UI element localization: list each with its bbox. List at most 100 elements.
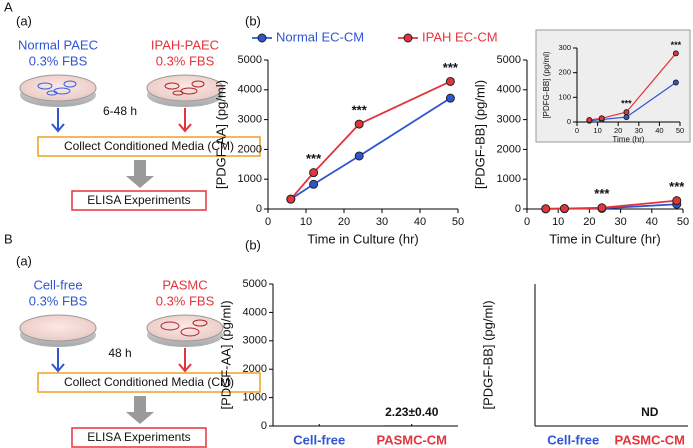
data-point [672, 50, 679, 57]
significance-label: *** [352, 103, 368, 118]
subpanel-label: (a) [16, 13, 32, 28]
data-point [445, 76, 455, 86]
y-tick-label: 0 [515, 203, 521, 215]
y-tick-label: 1000 [238, 173, 262, 185]
medium-label: 0.3% FBS [156, 293, 215, 308]
y-tick-label: 200 [558, 68, 571, 77]
data-point [559, 204, 569, 214]
data-point [598, 115, 605, 122]
diagram: (a) Normal PAEC 0.3% FBS IPAH-PAEC 0.3% … [16, 13, 261, 211]
x-tick-label: 0 [524, 216, 530, 228]
dish [19, 314, 97, 347]
legend-marker [257, 33, 267, 43]
condition-label: Cell-free [33, 277, 82, 292]
x-tick-label: 50 [676, 126, 684, 135]
y-tick-label: 1000 [497, 173, 521, 185]
series-line [545, 199, 677, 210]
x-tick-label: 40 [414, 216, 426, 228]
x-tick-label: PASMC-CM [376, 432, 447, 447]
subpanel-label: (b) [245, 237, 261, 252]
dish [19, 74, 97, 107]
x-axis-label: Time in Culture (hr) [307, 231, 418, 246]
data-point [672, 79, 679, 86]
time-label: 6-48 h [103, 104, 137, 118]
medium-label: 0.3% FBS [29, 293, 88, 308]
y-tick-label: 3000 [238, 114, 262, 126]
series-line [589, 53, 677, 121]
y-axis-label: [PDGF-AA] (pg/ml) [218, 300, 233, 409]
data-point [597, 203, 607, 213]
y-axis-label: [PDFG-BB] (pg/ml) [542, 51, 551, 118]
medium-label: 0.3% FBS [156, 53, 215, 68]
x-tick-label: Cell-free [547, 432, 599, 447]
data-point [309, 179, 319, 189]
x-tick-label: Cell-free [293, 432, 345, 447]
data-point [586, 117, 593, 124]
inset-frame [535, 29, 691, 143]
y-tick-label: 5000 [243, 278, 267, 290]
significance-label: *** [671, 40, 682, 50]
x-tick-label: 50 [677, 216, 689, 228]
y-axis-label: [PDGF-BB] (pg/ml) [480, 300, 495, 409]
dish [146, 314, 224, 347]
data-point [672, 196, 682, 206]
y-tick-label: 2000 [243, 363, 267, 375]
data-point [354, 151, 364, 161]
y-tick-label: 5000 [497, 54, 521, 66]
y-tick-label: 2000 [497, 143, 521, 155]
x-tick-label: 10 [593, 126, 601, 135]
x-tick-label: 30 [614, 216, 626, 228]
y-tick-label: 4000 [238, 84, 262, 96]
significance-label: *** [669, 179, 685, 194]
step-box: ELISA Experiments [87, 430, 190, 444]
x-tick-label: 40 [646, 216, 658, 228]
legend-label: Normal EC-CM [276, 29, 364, 44]
subpanel-label: (a) [16, 253, 32, 268]
x-tick-label: 20 [583, 216, 595, 228]
y-tick-label: 5000 [238, 54, 262, 66]
x-tick-label: 0 [265, 216, 271, 228]
time-label: 48 h [108, 346, 131, 360]
step-box: ELISA Experiments [87, 193, 190, 207]
y-axis-label: [PDGF-BB] (pg/ml) [472, 80, 487, 189]
x-tick-label: 20 [614, 126, 622, 135]
data-point [541, 204, 551, 214]
dish [146, 74, 224, 107]
panel-label: B [4, 231, 13, 246]
x-tick-label: PASMC-CM [614, 432, 685, 447]
y-tick-label: 300 [558, 43, 571, 52]
x-tick-label: 20 [338, 216, 350, 228]
condition-label: PASMC [162, 277, 207, 292]
y-tick-label: 2000 [238, 143, 262, 155]
step-box: Collect Conditioned Media (CM) [64, 139, 234, 153]
y-tick-label: 3000 [243, 335, 267, 347]
subpanel-label: (b) [245, 13, 261, 28]
y-tick-label: 1000 [243, 392, 267, 404]
data-point [286, 194, 296, 204]
data-point [309, 168, 319, 178]
series-line [290, 97, 451, 200]
series-line [290, 80, 451, 200]
y-tick-label: 0 [261, 420, 267, 432]
value-label: 2.23±0.40 [385, 405, 439, 419]
y-tick-label: 0 [256, 203, 262, 215]
legend-label: IPAH EC-CM [422, 29, 498, 44]
diagram: (a) Cell-free 0.3% FBS PASMC 0.3% FBS 48… [16, 253, 261, 448]
series-line [589, 82, 677, 122]
x-axis-label: Time in Culture (hr) [549, 231, 660, 246]
y-tick-label: 100 [558, 92, 571, 101]
x-tick-label: 10 [300, 216, 312, 228]
step-box: Collect Conditioned Media (CM) [64, 375, 234, 389]
significance-label: *** [594, 186, 610, 201]
y-tick-label: 4000 [243, 306, 267, 318]
legend-marker [403, 33, 413, 43]
condition-label: Normal PAEC [18, 37, 98, 52]
x-axis-label: Time (hr) [612, 135, 644, 144]
y-tick-label: 4000 [497, 84, 521, 96]
x-tick-label: 30 [376, 216, 388, 228]
data-point [445, 93, 455, 103]
x-tick-label: 40 [655, 126, 663, 135]
value-label: ND [641, 405, 659, 419]
significance-label: *** [621, 99, 632, 109]
